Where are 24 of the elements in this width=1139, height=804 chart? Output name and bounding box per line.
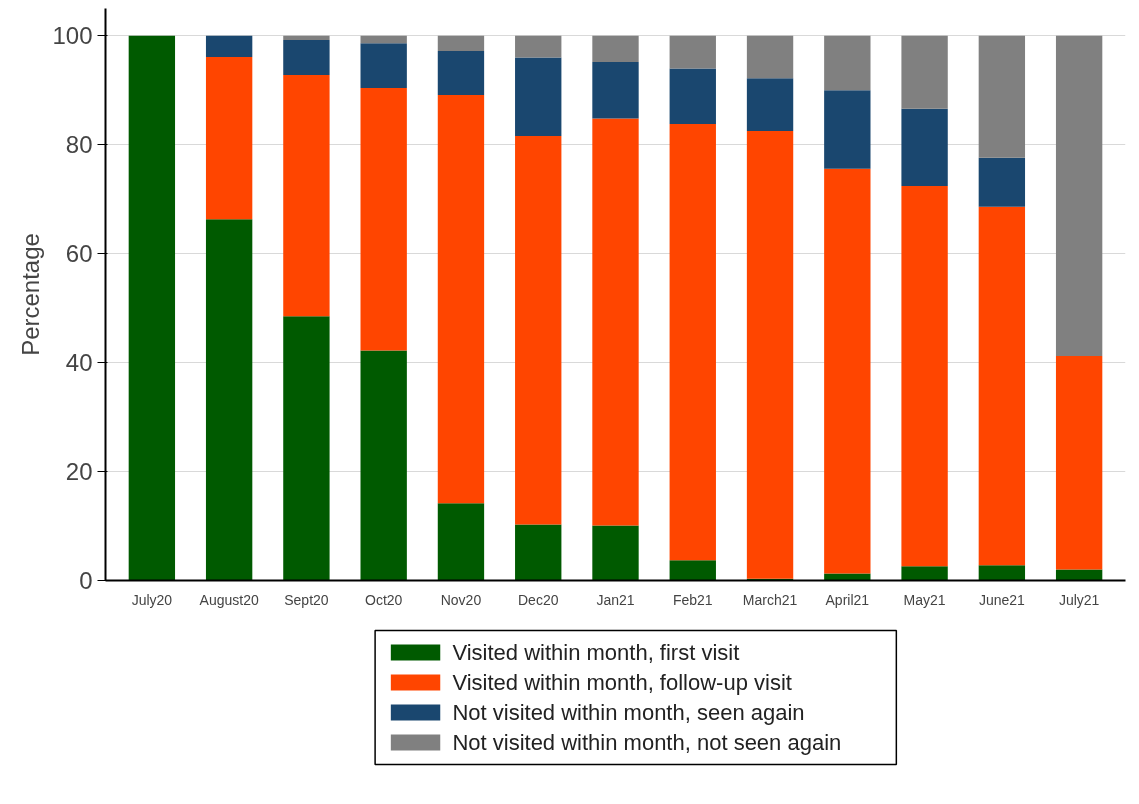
y-tick-label: 0 (79, 567, 93, 594)
y-axis-title: Percentage (17, 233, 45, 356)
y-tick-label: 20 (65, 458, 93, 486)
legend-label: Not visited within month, not seen again (452, 730, 842, 755)
x-tick-label: Dec20 (517, 591, 559, 608)
x-tick-label: June21 (978, 591, 1026, 608)
x-tick-label: April21 (825, 591, 870, 608)
x-tick-label: May21 (903, 591, 946, 608)
x-tick-label: August20 (199, 591, 259, 608)
x-tick-label: July20 (131, 591, 173, 608)
y-tick-label: 40 (65, 349, 93, 377)
y-tick-label: 80 (65, 131, 93, 159)
legend-label: Visited within month, follow-up visit (452, 670, 792, 695)
x-tick-label: Sept20 (284, 591, 329, 608)
x-tick-label: Feb21 (672, 591, 713, 608)
y-tick-label: 100 (52, 22, 93, 50)
y-tick-label: 60 (65, 240, 93, 268)
x-tick-label: March21 (742, 591, 798, 608)
legend-label: Not visited within month, seen again (452, 700, 805, 725)
x-tick-label: July21 (1058, 591, 1100, 608)
x-tick-label: Jan21 (596, 591, 635, 608)
x-tick-label: Nov20 (440, 591, 482, 608)
x-tick-label: Oct20 (365, 591, 403, 608)
legend-label: Visited within month, first visit (452, 640, 740, 665)
